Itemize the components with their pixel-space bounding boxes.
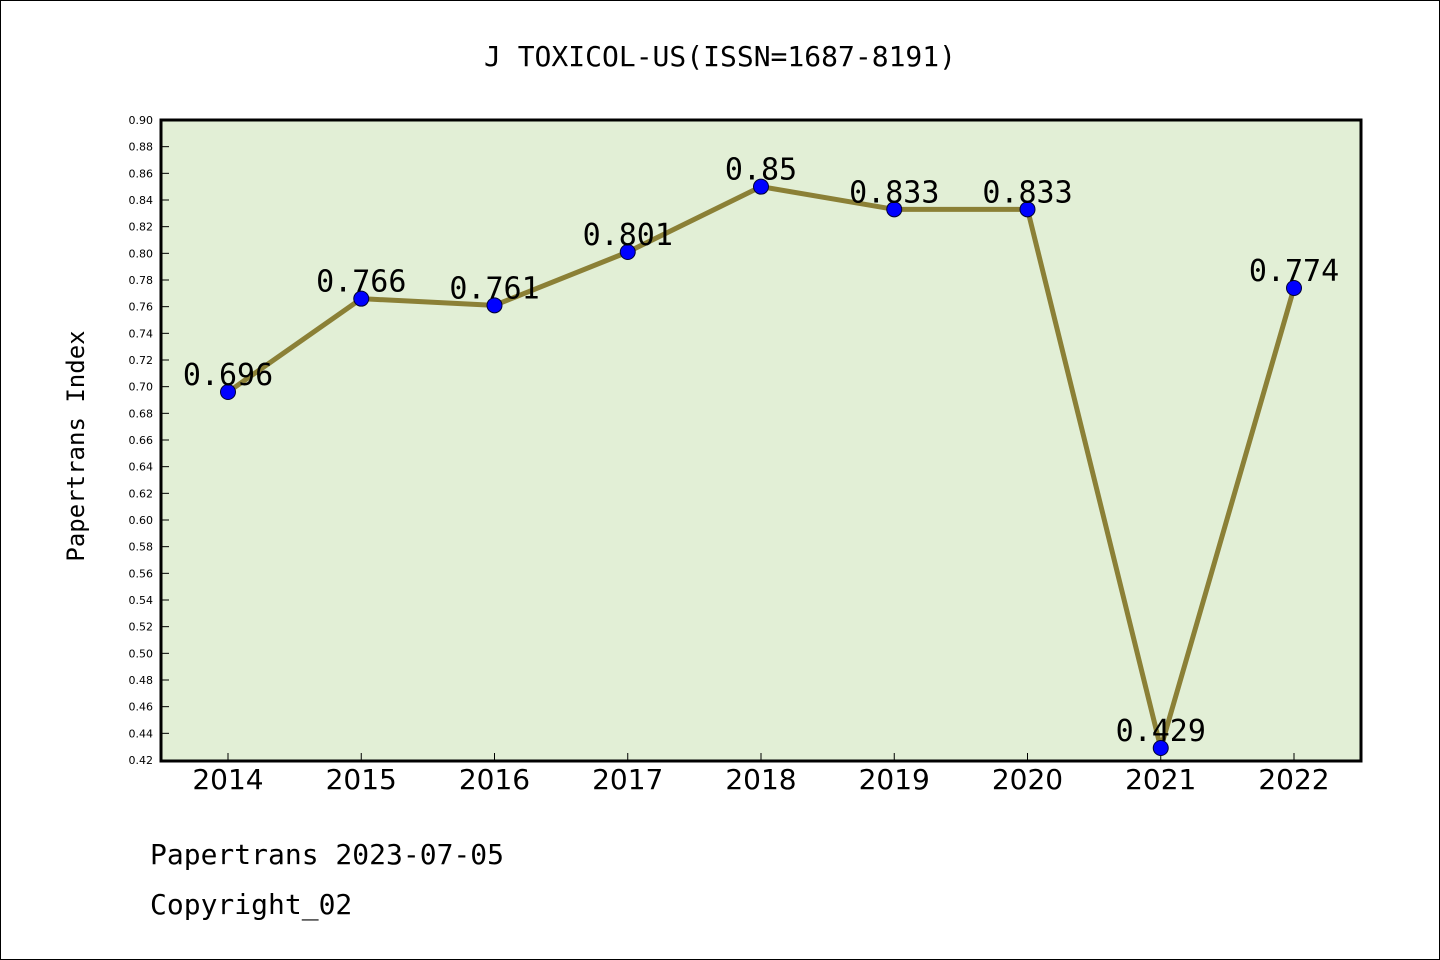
data-label: 0.429: [1116, 714, 1206, 749]
y-tick-label: 0.64: [129, 461, 154, 474]
data-point: [886, 201, 903, 218]
y-tick-label: 0.72: [129, 354, 154, 367]
data-label: 0.696: [183, 358, 273, 393]
y-tick-label: 0.68: [129, 407, 154, 420]
data-label: 0.801: [583, 218, 673, 253]
plot-border: [159, 118, 1363, 763]
y-tick-label: 0.56: [129, 567, 154, 580]
data-label: 0.833: [982, 175, 1072, 210]
y-tick-label: 0.46: [129, 701, 154, 714]
y-tick-label: 0.62: [129, 487, 154, 500]
y-tick-label: 0.60: [129, 514, 154, 527]
y-tick-label: 0.52: [129, 621, 154, 634]
data-point: [353, 290, 370, 307]
y-tick-label: 0.74: [129, 327, 154, 340]
x-tick-label: 2015: [326, 763, 397, 796]
y-tick-label: 0.48: [129, 674, 154, 687]
y-tick-label: 0.44: [129, 727, 154, 740]
y-tick-label: 0.82: [129, 221, 154, 234]
footer-copyright: Copyright_02: [150, 888, 352, 922]
x-tick-label: 2016: [459, 763, 530, 796]
y-tick-label: 0.88: [129, 141, 154, 154]
x-tick-label: 2022: [1258, 763, 1329, 796]
x-axis-ticks: 2014 2015 2016 2017 2018 2019 2020 2021 2022: [192, 753, 1330, 796]
y-tick-label: 0.58: [129, 541, 154, 554]
data-label: 0.85: [725, 153, 797, 188]
y-tick-label: 0.76: [129, 301, 154, 314]
y-tick-label: 0.86: [129, 167, 154, 180]
chart-title: J TOXICOL-US(ISSN=1687-8191): [484, 40, 956, 73]
y-tick-label: 0.66: [129, 434, 154, 447]
y-tick-label: 0.78: [129, 274, 154, 287]
y-axis-label: Papertrans Index: [62, 330, 90, 561]
data-point: [1019, 201, 1036, 218]
data-point: [619, 244, 636, 260]
data-label: 0.761: [449, 271, 539, 306]
x-tick-label: 2018: [725, 763, 796, 796]
data-point: [1152, 740, 1169, 756]
x-tick-label: 2019: [859, 763, 930, 796]
y-tick-label: 0.54: [129, 594, 154, 607]
plot-area: [161, 120, 1361, 761]
y-tick-label: 0.70: [129, 381, 154, 394]
footer-date: Papertrans 2023-07-05: [150, 838, 504, 871]
series-group: 0.696 0.766 0.761 0.801 0.85 0.833 0.833 0.429 0…: [183, 153, 1339, 756]
data-label: 0.833: [849, 175, 939, 210]
y-tick-label: 0.84: [129, 194, 154, 207]
y-tick-label: 0.42: [129, 754, 154, 767]
x-tick-label: 2014: [192, 763, 263, 796]
y-tick-label: 0.80: [129, 247, 154, 260]
y-tick-label: 0.50: [129, 647, 154, 660]
data-label: 0.766: [316, 265, 406, 300]
data-point: [486, 297, 503, 314]
data-point: [1286, 280, 1302, 296]
x-tick-label: 2021: [1125, 763, 1196, 796]
data-point: [753, 178, 769, 195]
data-point: [220, 384, 236, 400]
y-tick-label: 0.90: [129, 114, 154, 127]
x-tick-label: 2017: [592, 763, 663, 796]
y-axis-ticks: 0.42 0.44 0.46 0.48 0.50 0.52 0.54 0.56 0.58 0.60…: [129, 114, 169, 767]
data-label: 0.774: [1249, 254, 1339, 289]
x-tick-label: 2020: [992, 763, 1063, 796]
